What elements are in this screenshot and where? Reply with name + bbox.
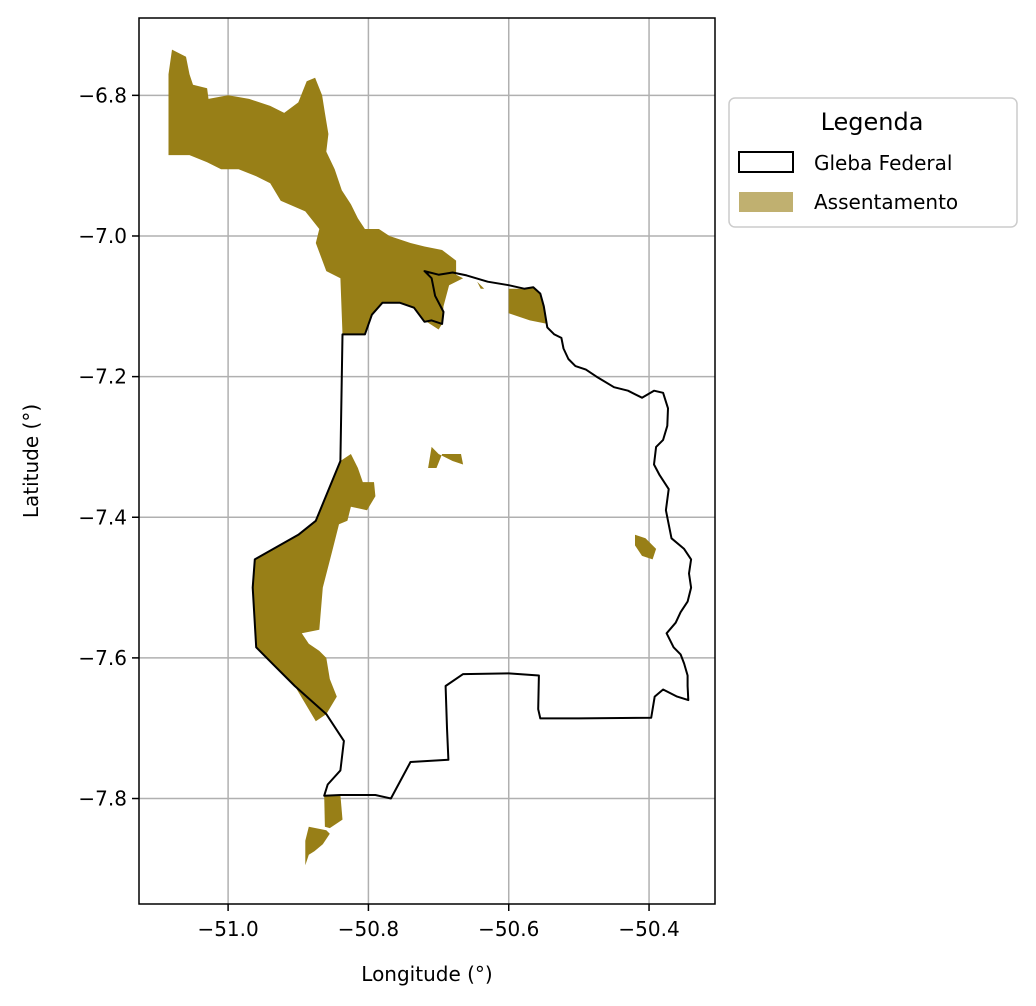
x-tick-label: −50.8: [338, 917, 399, 941]
legend-swatch-gleba-federal: [738, 151, 794, 173]
x-axis-label: Longitude (°): [361, 962, 492, 986]
legend: Legenda Gleba Federal Assentamento: [728, 97, 1018, 228]
assentamento-area: [477, 281, 485, 289]
legend-swatch-assentamento: [739, 192, 793, 212]
x-axis: −51.0 −50.8 −50.6 −50.4: [197, 904, 680, 941]
y-tick-label: −7.0: [78, 224, 127, 248]
y-tick-label: −7.8: [78, 787, 127, 811]
assentamento-area: [168, 49, 464, 335]
assentamento-area: [428, 446, 464, 468]
y-tick-label: −7.4: [78, 505, 127, 529]
y-tick-label: −7.6: [78, 646, 127, 670]
x-tick-label: −50.6: [478, 917, 539, 941]
y-axis: −6.8 −7.0 −7.2 −7.4 −7.6 −7.8: [78, 83, 139, 811]
x-tick-label: −50.4: [618, 917, 679, 941]
x-tick-label: −51.0: [197, 917, 258, 941]
assentamento-area: [305, 826, 330, 866]
map-features: [168, 49, 693, 866]
plot-frame: [138, 17, 716, 905]
assentamento-area: [635, 534, 657, 560]
gleba-federal-boundary: [251, 270, 693, 800]
assentamento-area: [324, 795, 343, 829]
legend-label-gleba-federal: Gleba Federal: [814, 151, 952, 175]
legend-box: [728, 97, 1018, 228]
grid: [139, 18, 715, 904]
legend-title: Legenda: [821, 108, 924, 136]
legend-label-assentamento: Assentamento: [814, 190, 958, 214]
y-tick-label: −7.2: [78, 365, 127, 389]
assentamento-area: [252, 454, 376, 722]
y-tick-label: −6.8: [78, 83, 127, 107]
assentamento-area: [508, 287, 548, 324]
y-axis-label: Latitude (°): [19, 404, 43, 518]
